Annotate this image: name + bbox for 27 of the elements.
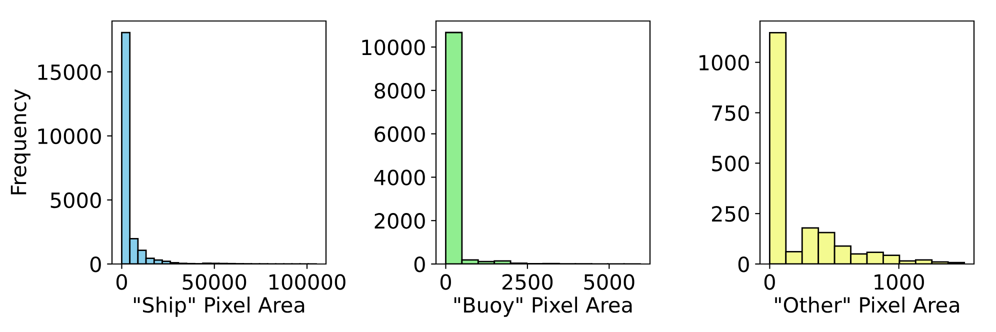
- y-tick-label: 15000: [38, 64, 101, 80]
- x-tick-label: 50000: [182, 274, 246, 290]
- y-tick-label: 0: [90, 256, 101, 272]
- y-tick-label: 500: [712, 156, 749, 172]
- x-tick-label: 100000: [270, 274, 346, 290]
- y-tick-label: 5000: [50, 192, 101, 208]
- y-tick-label: 1000: [700, 54, 749, 71]
- y-tick-label: 10000: [38, 128, 101, 144]
- y-tick-label: 2000: [374, 213, 425, 229]
- x-tick-label: 0: [116, 274, 127, 290]
- y-tick-label: 750: [712, 105, 749, 121]
- y-tick-label: 6000: [374, 126, 425, 142]
- x-tick-label: 0: [764, 274, 775, 290]
- y-tick-label: 8000: [374, 82, 425, 99]
- x-axis-title: "Ship" Pixel Area: [134, 296, 304, 317]
- y-tick-label: 0: [738, 256, 749, 272]
- y-tick-label: 0: [414, 256, 425, 272]
- x-tick-label: 0: [440, 274, 451, 290]
- x-axis-title: "Buoy" Pixel Area: [454, 296, 632, 317]
- x-axis-title: "Other" Pixel Area: [775, 296, 959, 313]
- y-tick-label: 10000: [362, 39, 425, 56]
- y-tick-label: 4000: [374, 170, 425, 186]
- y-tick-label: 250: [712, 206, 749, 222]
- x-tick-label: 5000: [584, 274, 634, 290]
- y-axis-title: Frequency: [10, 89, 30, 194]
- x-tick-label: 2500: [502, 274, 553, 290]
- x-tick-label: 1000: [874, 274, 924, 290]
